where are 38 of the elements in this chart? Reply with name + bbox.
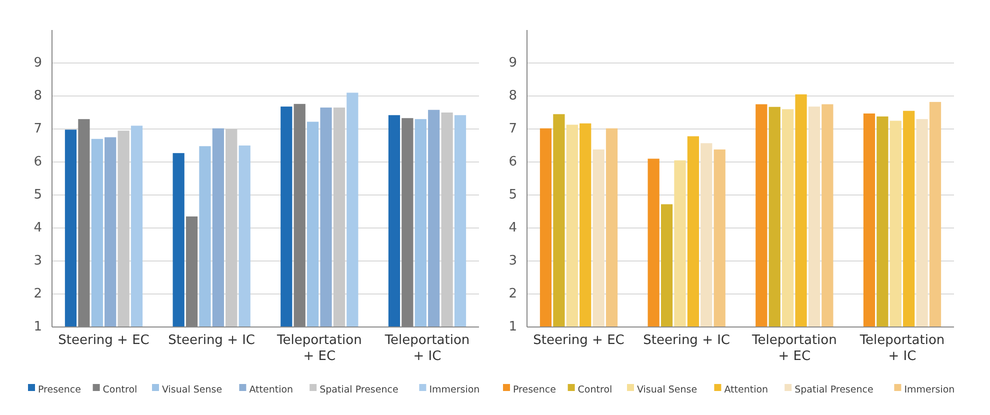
y-tick-label: 6 — [508, 154, 517, 170]
y-tick-label: 1 — [508, 320, 517, 335]
y-tick-label: 2 — [34, 286, 42, 302]
y-tick-label: 7 — [508, 122, 517, 137]
y-tick-label: 7 — [34, 122, 42, 137]
legend-label: Spatial Presence — [794, 384, 874, 396]
legend-label: Visual Sense — [162, 384, 222, 396]
legend-label: Control — [102, 384, 138, 396]
y-tick-label: 2 — [508, 286, 517, 302]
y-tick-label: 3 — [508, 254, 517, 269]
y-tick-label: 1 — [34, 320, 42, 335]
legend-label: Visual Sense — [637, 384, 698, 396]
y-tick-label: 9 — [508, 56, 517, 71]
y-tick-label: 6 — [34, 154, 42, 170]
x-tick-label: Steering + EC — [533, 333, 624, 348]
legend-label: Control — [578, 384, 612, 396]
y-tick-label: 8 — [508, 88, 517, 104]
x-tick-label: Steering + EC — [58, 333, 150, 348]
legend-label: Presence — [38, 384, 82, 396]
y-tick-label: 5 — [34, 188, 42, 203]
y-tick-label: 8 — [34, 88, 42, 104]
y-tick-label: 4 — [508, 220, 517, 236]
legend-label: Attention — [724, 384, 768, 396]
y-tick-label: 4 — [34, 220, 42, 236]
y-tick-label: 9 — [34, 56, 42, 71]
legend-label: Attention — [249, 384, 294, 396]
legend-label: Immersion — [429, 384, 480, 396]
legend-label: Spatial Presence — [320, 384, 398, 396]
x-tick-label: Teleportation + IC — [384, 333, 470, 364]
y-tick-label: 5 — [508, 188, 517, 203]
legend-label: Immersion — [904, 384, 955, 396]
x-tick-label: Steering + IC — [168, 333, 256, 348]
y-tick-label: 3 — [34, 254, 42, 269]
x-tick-label: Teleportation + EC — [750, 333, 837, 364]
x-tick-label: Teleportation + IC — [858, 333, 945, 364]
x-tick-label: Teleportation + EC — [276, 333, 362, 364]
x-tick-label: Steering + IC — [643, 333, 730, 348]
legend-label: Presence — [513, 384, 556, 396]
